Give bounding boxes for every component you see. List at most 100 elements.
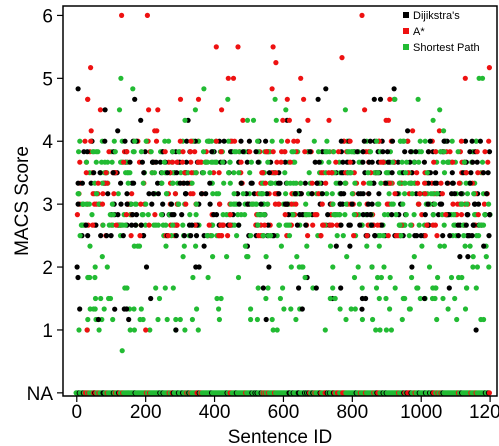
data-point	[246, 138, 252, 144]
data-point	[434, 316, 440, 323]
data-point	[486, 201, 492, 207]
data-point	[327, 295, 333, 302]
data-point	[188, 138, 194, 144]
data-point	[357, 222, 363, 228]
data-point	[205, 274, 211, 281]
data-point	[260, 233, 266, 239]
data-point	[409, 264, 415, 270]
data-point	[434, 233, 440, 239]
data-point	[373, 327, 379, 333]
data-point	[449, 170, 455, 176]
data-point	[378, 274, 384, 281]
data-point	[149, 201, 155, 207]
data-point	[337, 180, 343, 186]
data-point	[288, 264, 294, 270]
data-point	[440, 295, 446, 302]
data-point	[272, 201, 278, 207]
data-point	[365, 201, 371, 207]
data-point	[393, 212, 399, 218]
data-point	[375, 222, 381, 228]
data-point	[262, 180, 269, 186]
data-point	[272, 96, 278, 102]
data-point	[131, 149, 137, 155]
data-point	[98, 233, 104, 239]
data-point	[376, 201, 382, 207]
data-point	[149, 170, 155, 176]
data-point	[173, 233, 179, 239]
data-point	[235, 274, 242, 281]
data-point	[258, 201, 264, 207]
data-point	[119, 12, 125, 18]
data-point	[82, 138, 88, 144]
data-point	[137, 233, 143, 239]
data-point	[320, 222, 326, 228]
data-point	[139, 159, 145, 165]
data-point	[392, 285, 398, 291]
data-point	[385, 159, 391, 165]
data-point	[373, 285, 380, 291]
data-point	[266, 264, 272, 270]
data-point	[183, 159, 189, 165]
data-point	[122, 222, 128, 228]
data-point	[351, 274, 358, 281]
data-point	[270, 149, 276, 155]
data-point	[463, 180, 469, 186]
data-point	[238, 180, 244, 186]
data-point	[333, 180, 339, 186]
data-point	[130, 212, 136, 218]
data-point	[142, 222, 149, 228]
data-point	[391, 86, 397, 92]
data-point	[336, 212, 342, 218]
data-point	[422, 180, 428, 186]
data-point	[235, 212, 241, 218]
data-point	[124, 191, 130, 197]
data-point	[416, 222, 422, 228]
data-point	[383, 170, 389, 176]
data-point	[430, 117, 436, 123]
data-point	[421, 159, 427, 165]
data-point	[273, 170, 279, 176]
data-point	[344, 254, 350, 260]
data-point	[339, 55, 345, 61]
data-point	[307, 149, 313, 155]
data-point	[274, 159, 280, 165]
data-point	[250, 201, 257, 207]
data-point	[326, 117, 332, 123]
data-point	[177, 96, 184, 102]
data-point	[98, 295, 104, 302]
data-point	[461, 233, 467, 239]
data-point	[433, 149, 439, 155]
data-point	[169, 149, 176, 155]
data-point	[97, 170, 103, 176]
data-point	[349, 191, 355, 197]
data-point	[276, 222, 282, 228]
data-point	[135, 243, 141, 249]
data-point	[162, 149, 168, 155]
data-point	[159, 170, 165, 176]
data-point	[481, 243, 487, 249]
data-point	[174, 170, 180, 176]
data-point	[255, 222, 261, 228]
data-point	[76, 191, 82, 197]
data-point	[140, 316, 146, 323]
data-point	[449, 191, 455, 197]
data-point	[395, 159, 401, 165]
data-point	[329, 191, 335, 197]
data-point	[406, 233, 412, 239]
data-point	[255, 212, 261, 218]
data-point	[465, 254, 471, 260]
data-point	[410, 128, 416, 134]
data-point	[413, 149, 419, 155]
data-point	[164, 316, 170, 323]
x-tick-label: 600	[268, 402, 300, 423]
data-point	[170, 159, 176, 165]
data-point	[409, 274, 415, 281]
data-point	[88, 138, 94, 144]
data-point	[467, 149, 473, 155]
data-point	[356, 201, 362, 207]
data-point	[337, 306, 343, 312]
data-point	[247, 149, 253, 155]
x-tick-label: 0	[71, 402, 82, 423]
data-point	[283, 107, 289, 113]
data-point	[351, 212, 357, 218]
